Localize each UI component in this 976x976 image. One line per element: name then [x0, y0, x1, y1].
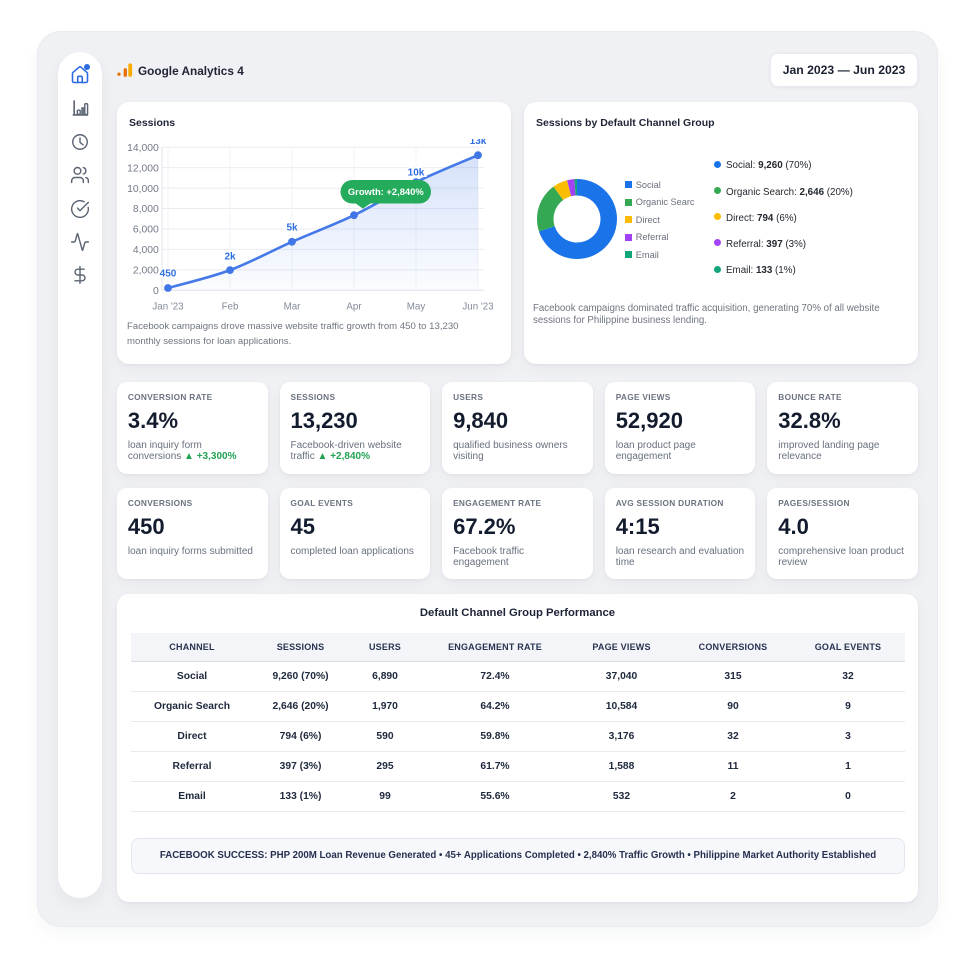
svg-text:10,000: 10,000	[127, 183, 159, 194]
svg-text:2,000: 2,000	[133, 265, 159, 276]
svg-text:450: 450	[160, 268, 177, 279]
svg-text:Jun '23: Jun '23	[462, 301, 494, 312]
svg-text:12,000: 12,000	[127, 163, 159, 174]
svg-text:Apr: Apr	[346, 301, 362, 312]
svg-text:4,000: 4,000	[133, 245, 159, 256]
svg-text:Feb: Feb	[222, 301, 239, 312]
svg-text:Growth: +2,840%: Growth: +2,840%	[348, 186, 424, 197]
svg-text:13k: 13k	[470, 139, 487, 147]
svg-text:14,000: 14,000	[127, 142, 159, 153]
svg-text:Jan '23: Jan '23	[152, 301, 184, 312]
svg-text:0: 0	[153, 286, 159, 297]
svg-text:Mar: Mar	[284, 301, 302, 312]
svg-text:6,000: 6,000	[133, 224, 159, 235]
svg-text:2k: 2k	[224, 251, 236, 262]
svg-text:May: May	[407, 301, 426, 312]
svg-text:10k: 10k	[408, 167, 425, 178]
svg-text:5k: 5k	[286, 222, 298, 233]
svg-text:8,000: 8,000	[133, 204, 159, 215]
